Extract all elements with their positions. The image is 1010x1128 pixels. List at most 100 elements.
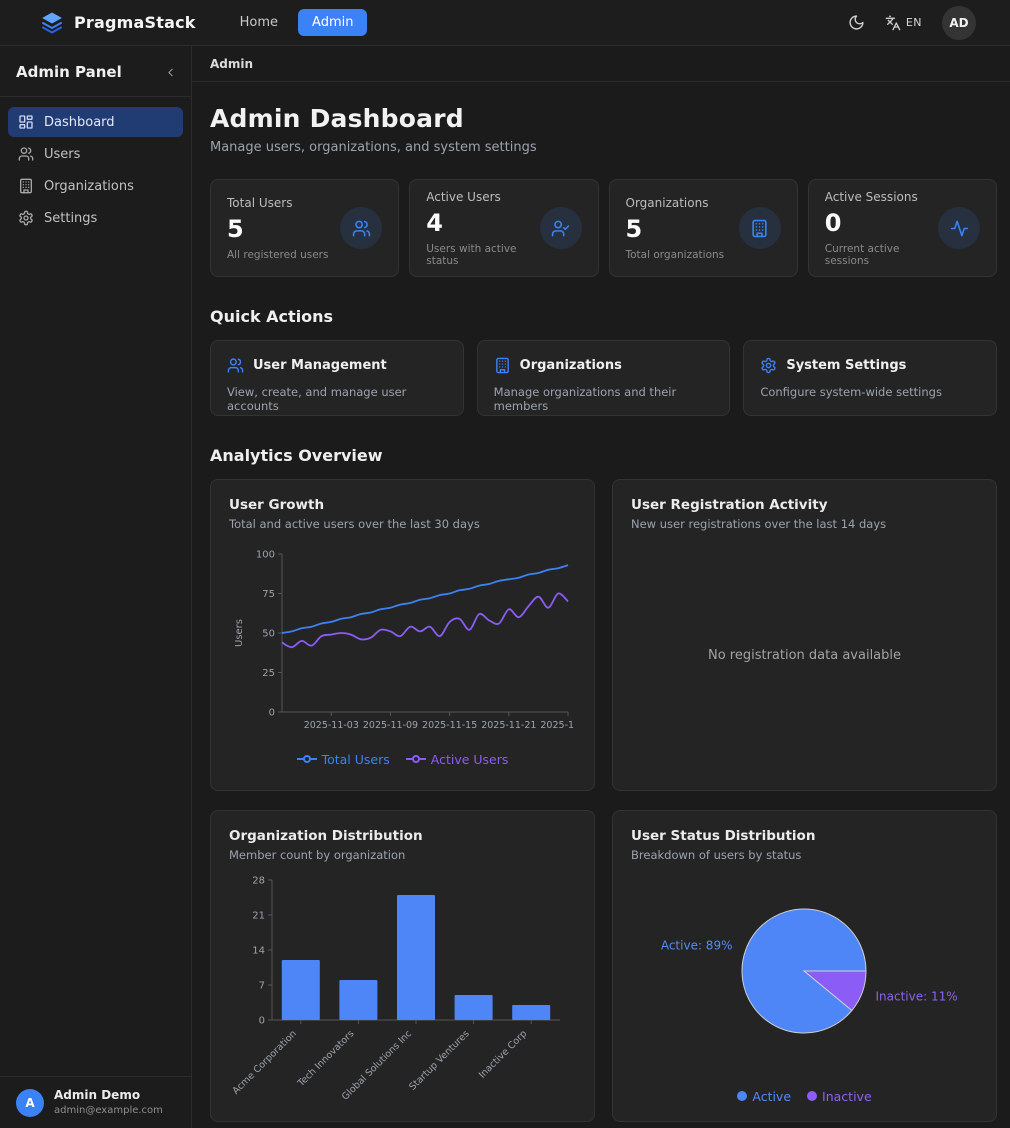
sidebar-item-label: Users xyxy=(44,146,81,162)
quick-action-title: Organizations xyxy=(519,358,622,373)
organization-distribution-card: Organization Distribution Member count b… xyxy=(210,810,595,1122)
svg-text:50: 50 xyxy=(262,628,275,639)
user-growth-line-chart: 0 25 50 75 100 2025-11-03 2025-11-09 2025-11-15… xyxy=(230,544,575,744)
quick-action-title: User Management xyxy=(253,358,387,373)
stat-label: Organizations xyxy=(625,195,709,210)
stat-card-active-sessions: Active Sessions 0 Current active session… xyxy=(807,179,997,277)
dark-mode-toggle-moon-icon[interactable] xyxy=(848,14,865,31)
quick-action-user-management[interactable]: User Management View, create, and manage… xyxy=(210,340,464,416)
line-legend-marker-icon xyxy=(405,755,426,763)
line-legend-marker-icon xyxy=(296,755,317,763)
legend-item-active-users[interactable]: Active Users xyxy=(405,752,508,767)
stat-value: 0 xyxy=(824,208,842,237)
svg-text:0: 0 xyxy=(259,1016,265,1027)
quick-actions-heading: Quick Actions xyxy=(210,307,334,326)
sidebar-user-email: admin@example.com xyxy=(54,1105,163,1116)
stat-value: 5 xyxy=(625,214,643,243)
svg-text:2025-11-03: 2025-11-03 xyxy=(304,720,359,731)
sidebar-item-users[interactable]: Users xyxy=(8,139,183,169)
user-status-pie-chart: Inactive: 11% Active: 89% xyxy=(632,869,977,1081)
legend-item-inactive[interactable]: Inactive xyxy=(807,1089,872,1104)
user-status-card: User Status Distribution Breakdown of us… xyxy=(612,810,997,1122)
user-check-icon xyxy=(539,207,582,249)
page-title: Admin Dashboard xyxy=(210,104,464,133)
empty-state-message: No registration data available xyxy=(707,647,902,663)
settings-gear-icon xyxy=(760,357,777,374)
sidebar-header: Admin Panel xyxy=(0,46,191,97)
quick-action-organizations[interactable]: Organizations Manage organizations and t… xyxy=(476,340,731,416)
users-icon xyxy=(18,146,34,162)
sidebar-item-dashboard[interactable]: Dashboard xyxy=(8,107,183,137)
users-icon xyxy=(227,357,244,374)
quick-action-description: Manage organizations and their members xyxy=(493,385,677,413)
pie-chart-legend: Active Inactive xyxy=(737,1089,872,1104)
chart-subtitle: New user registrations over the last 14 … xyxy=(631,517,887,531)
stat-value: 5 xyxy=(227,214,244,243)
svg-text:2025-11-09: 2025-11-09 xyxy=(363,720,418,731)
svg-text:100: 100 xyxy=(256,549,275,560)
line-chart-legend: Total Users Active Users xyxy=(296,752,508,767)
legend-item-total-users[interactable]: Total Users xyxy=(296,752,390,767)
nav-link-admin[interactable]: Admin xyxy=(298,9,368,36)
quick-action-description: View, create, and manage user accounts xyxy=(227,385,407,413)
building-icon xyxy=(494,357,511,374)
user-avatar[interactable]: AD xyxy=(942,5,976,40)
chart-title: Organization Distribution xyxy=(229,828,423,844)
sidebar-item-settings[interactable]: Settings xyxy=(8,203,183,233)
legend-item-active[interactable]: Active xyxy=(737,1089,791,1104)
sidebar-item-label: Dashboard xyxy=(44,114,115,130)
building-icon xyxy=(18,178,34,194)
svg-text:75: 75 xyxy=(262,589,275,600)
breadcrumb-bar: Admin xyxy=(192,46,1010,82)
languages-icon xyxy=(885,15,901,31)
page-subtitle: Manage users, organizations, and system … xyxy=(210,140,537,155)
stat-description: Users with active status xyxy=(426,242,517,267)
user-registration-card: User Registration Activity New user regi… xyxy=(612,479,997,791)
chart-subtitle: Member count by organization xyxy=(229,848,406,862)
stat-description: Total organizations xyxy=(625,248,725,261)
chart-title: User Status Distribution xyxy=(631,828,816,844)
stat-label: Active Users xyxy=(426,189,501,204)
breadcrumb[interactable]: Admin xyxy=(210,56,254,71)
stat-card-active-users: Active Users 4 Users with active status xyxy=(409,179,599,277)
svg-text:2025-11-27: 2025-11-27 xyxy=(540,720,575,731)
svg-text:7: 7 xyxy=(259,981,265,992)
stat-label: Total Users xyxy=(227,195,293,210)
svg-text:2025-11-15: 2025-11-15 xyxy=(422,720,477,731)
chart-title: User Registration Activity xyxy=(631,497,828,513)
top-navbar: PragmaStack Home Admin EN AD xyxy=(0,0,1010,46)
svg-text:0: 0 xyxy=(269,707,275,718)
chart-subtitle: Breakdown of users by status xyxy=(631,848,802,862)
stat-card-organizations: Organizations 5 Total organizations xyxy=(608,179,798,277)
sidebar-user-name: Admin Demo xyxy=(54,1088,141,1103)
page-content: Admin Dashboard Manage users, organizati… xyxy=(192,82,1010,1128)
dashboard-icon xyxy=(18,114,34,130)
sidebar-user-card[interactable]: A Admin Demo admin@example.com xyxy=(0,1076,191,1128)
building-icon xyxy=(738,207,781,249)
organization-bar-chart: 0 7 14 21 28 Acme Corporation Tech Innovators G… xyxy=(230,870,575,1102)
svg-text:Tech Innovators: Tech Innovators xyxy=(295,1028,356,1089)
sidebar-item-organizations[interactable]: Organizations xyxy=(8,171,183,201)
sidebar-collapse-chevron-left-icon[interactable] xyxy=(164,66,177,79)
stat-card-total-users: Total Users 5 All registered users xyxy=(210,179,400,277)
legend-dot-icon xyxy=(807,1091,818,1101)
brand-name: PragmaStack xyxy=(74,13,196,32)
language-switcher[interactable]: EN xyxy=(885,15,922,31)
chart-title: User Growth xyxy=(229,497,325,513)
svg-text:Inactive: 11%: Inactive: 11% xyxy=(876,989,958,1003)
brand[interactable]: PragmaStack xyxy=(40,11,196,35)
quick-action-system-settings[interactable]: System Settings Configure system-wide se… xyxy=(743,340,997,416)
legend-dot-icon xyxy=(737,1091,748,1101)
analytics-heading: Analytics Overview xyxy=(210,446,383,465)
stat-value: 4 xyxy=(426,208,443,237)
stat-label: Active Sessions xyxy=(824,189,918,204)
user-growth-card: User Growth Total and active users over … xyxy=(210,479,595,791)
nav-link-home[interactable]: Home xyxy=(239,15,279,30)
stat-description: Current active sessions xyxy=(824,242,900,267)
navbar-right: EN AD xyxy=(848,5,976,40)
language-label: EN xyxy=(905,16,922,29)
nav-links: Home Admin xyxy=(230,9,848,36)
main-area: Admin Admin Dashboard Manage users, orga… xyxy=(192,46,1010,1128)
svg-text:14: 14 xyxy=(252,946,265,957)
charts-grid: User Growth Total and active users over … xyxy=(210,479,997,1122)
